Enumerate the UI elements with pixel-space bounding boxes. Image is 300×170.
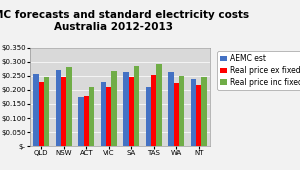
- Bar: [151, 75, 157, 146]
- Bar: [89, 87, 94, 146]
- Bar: [157, 64, 162, 146]
- Bar: [83, 96, 89, 146]
- Bar: [146, 87, 151, 146]
- Bar: [174, 83, 179, 146]
- Bar: [202, 77, 207, 146]
- Bar: [123, 72, 128, 146]
- Bar: [61, 78, 67, 146]
- Bar: [44, 77, 49, 146]
- Text: AEMC forecasts and standard electricity costs
Australia 2012-2013: AEMC forecasts and standard electricity …: [0, 10, 250, 32]
- Bar: [112, 71, 117, 146]
- Bar: [134, 66, 139, 146]
- Bar: [33, 74, 38, 146]
- Legend: AEMC est, Real price ex fixed cost, Real price inc fixed cost: AEMC est, Real price ex fixed cost, Real…: [218, 51, 300, 90]
- Bar: [196, 85, 202, 146]
- Bar: [129, 77, 134, 146]
- Bar: [101, 82, 106, 146]
- Bar: [78, 97, 84, 146]
- Bar: [56, 70, 61, 146]
- Bar: [168, 72, 173, 146]
- Bar: [179, 76, 184, 146]
- Bar: [67, 67, 72, 146]
- Bar: [191, 79, 196, 146]
- Bar: [106, 87, 112, 146]
- Bar: [38, 82, 44, 146]
